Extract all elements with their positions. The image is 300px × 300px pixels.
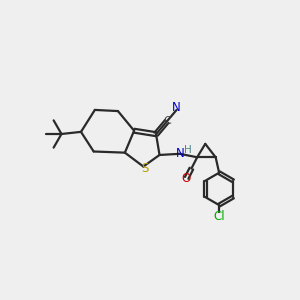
Text: S: S bbox=[141, 162, 148, 175]
Text: O: O bbox=[181, 172, 190, 185]
Text: C: C bbox=[163, 116, 171, 127]
Text: N: N bbox=[172, 101, 181, 114]
Text: N: N bbox=[176, 147, 184, 160]
Text: H: H bbox=[184, 145, 192, 155]
Text: Cl: Cl bbox=[213, 210, 225, 223]
